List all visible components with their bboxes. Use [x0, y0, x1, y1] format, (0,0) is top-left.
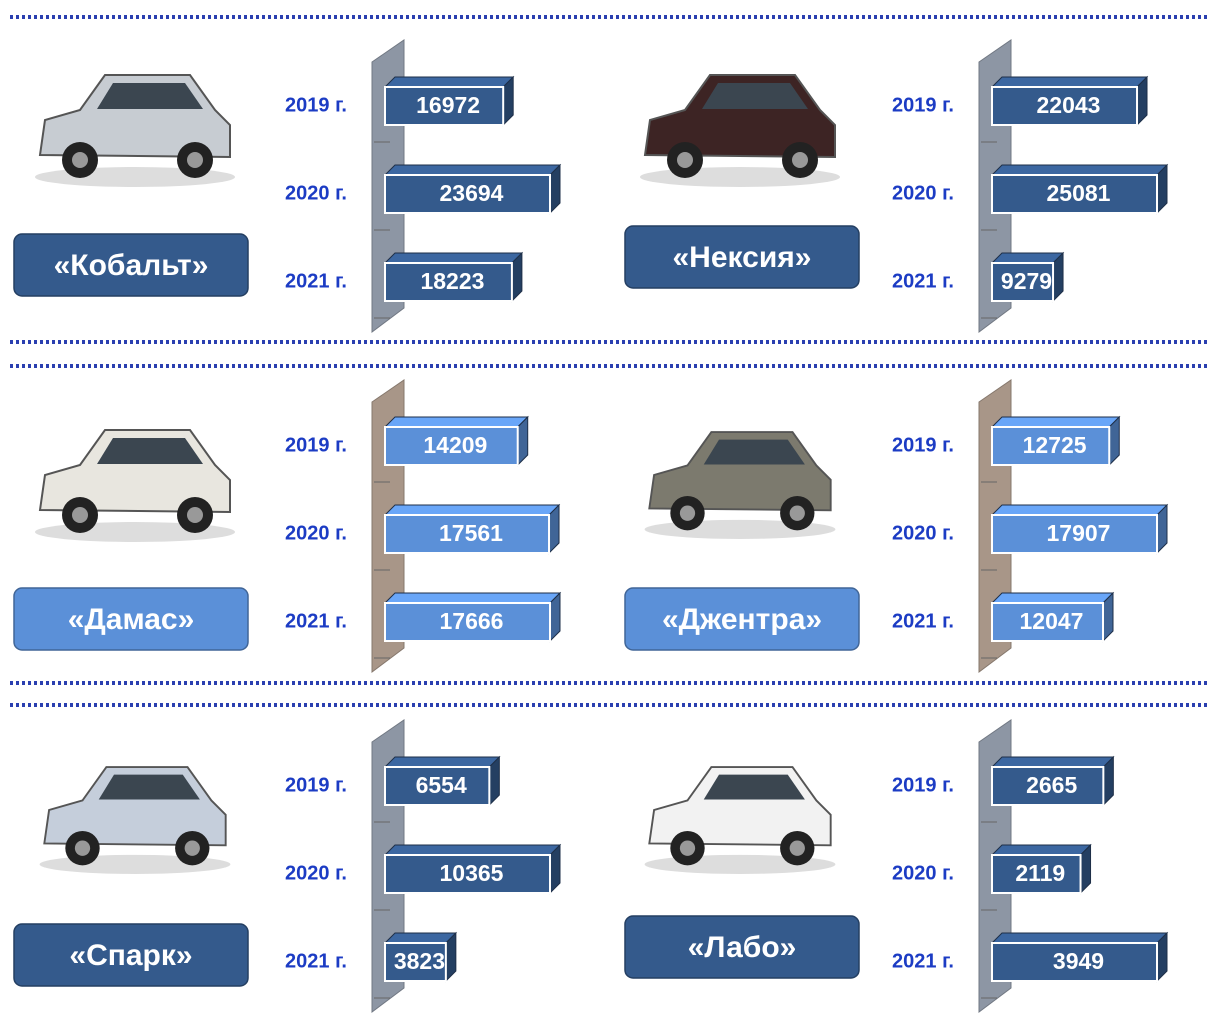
bar-face	[385, 505, 559, 515]
value-label: 2119	[1015, 860, 1065, 886]
car-image	[40, 767, 231, 874]
value-label: 12725	[1023, 432, 1087, 458]
year-label: 2019 г.	[892, 774, 954, 796]
bar-face	[992, 505, 1167, 515]
value-label: 25081	[1047, 180, 1111, 206]
value-label: 16972	[416, 92, 480, 118]
value-label: 14209	[423, 432, 487, 458]
model-label: «Кобальт»	[54, 249, 209, 282]
bar-face	[385, 253, 522, 263]
year-label: 2021 г.	[285, 270, 347, 292]
car-image	[645, 432, 836, 539]
year-label: 2019 г.	[892, 94, 954, 116]
model-label: «Лабо»	[688, 931, 797, 964]
value-label: 2665	[1026, 772, 1077, 798]
value-label: 22043	[1037, 92, 1101, 118]
model-label: «Джентра»	[662, 603, 822, 636]
year-label: 2020 г.	[892, 522, 954, 544]
year-label: 2020 г.	[892, 182, 954, 204]
bar-face	[385, 165, 560, 175]
year-label: 2019 г.	[285, 94, 347, 116]
bar-face	[385, 417, 528, 427]
year-label: 2019 г.	[285, 774, 347, 796]
car-image	[35, 75, 235, 187]
car-image	[645, 767, 836, 874]
bar-face	[992, 77, 1147, 87]
year-label: 2020 г.	[285, 182, 347, 204]
model-label: «Дамас»	[68, 603, 195, 636]
value-label: 3949	[1053, 948, 1104, 974]
year-label: 2019 г.	[892, 434, 954, 456]
year-label: 2021 г.	[892, 950, 954, 972]
year-label: 2020 г.	[285, 522, 347, 544]
bar-face	[385, 593, 560, 603]
value-label: 9279	[1001, 268, 1052, 294]
bar-face	[385, 77, 513, 87]
value-label: 17666	[440, 608, 504, 634]
year-label: 2021 г.	[285, 950, 347, 972]
value-label: 12047	[1020, 608, 1084, 634]
value-label: 6554	[416, 772, 467, 798]
year-label: 2019 г.	[285, 434, 347, 456]
year-label: 2021 г.	[892, 610, 954, 632]
year-label: 2020 г.	[892, 862, 954, 884]
bar-face	[385, 757, 499, 767]
year-label: 2021 г.	[892, 270, 954, 292]
bar-face	[992, 593, 1113, 603]
bar-face	[992, 417, 1119, 427]
bar-face	[992, 933, 1167, 943]
infographic: «Кобальт» 2019 г. 16972 2020 г. 23694 2021 г.…	[0, 0, 1211, 1019]
bar-face	[992, 165, 1167, 175]
value-label: 10365	[440, 860, 504, 886]
value-label: 23694	[440, 180, 504, 206]
bar-face	[992, 253, 1063, 263]
model-label: «Нексия»	[673, 241, 812, 274]
value-label: 17907	[1047, 520, 1111, 546]
bar-face	[992, 757, 1113, 767]
bar-face	[385, 933, 456, 943]
value-label: 18223	[420, 268, 484, 294]
bar-face	[992, 845, 1091, 855]
model-label: «Спарк»	[69, 939, 192, 972]
value-label: 3823	[394, 948, 445, 974]
car-image	[640, 75, 840, 187]
year-label: 2020 г.	[285, 862, 347, 884]
bar-face	[385, 845, 560, 855]
year-label: 2021 г.	[285, 610, 347, 632]
value-label: 17561	[439, 520, 503, 546]
car-image	[35, 430, 235, 542]
